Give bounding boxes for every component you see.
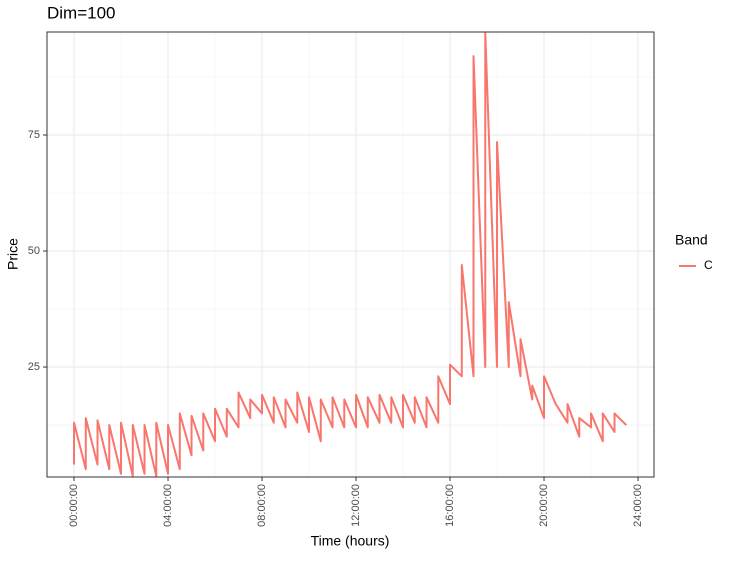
x-tick-label: 08:00:00 <box>256 484 268 527</box>
x-tick-label: 12:00:00 <box>350 484 362 527</box>
x-tick-label: 04:00:00 <box>162 484 174 527</box>
x-tick-label: 00:00:00 <box>68 484 80 527</box>
x-tick-label: 24:00:00 <box>632 484 644 527</box>
line <box>73 31 627 478</box>
x-axis-title: Time (hours) <box>311 533 390 549</box>
legend-title: Band <box>675 232 708 248</box>
y-tick-label: 25 <box>28 361 40 373</box>
panel-border <box>46 31 655 478</box>
y-tick-label: 50 <box>28 245 40 257</box>
chart-title: Dim=100 <box>47 3 116 22</box>
panel <box>47 32 654 477</box>
y-tick-label: 75 <box>28 129 40 141</box>
y-axis-title: Price <box>5 238 21 270</box>
x-tick-label: 20:00:00 <box>538 484 550 527</box>
legend-label: C <box>704 258 713 272</box>
x-tick-label: 16:00:00 <box>444 484 456 527</box>
